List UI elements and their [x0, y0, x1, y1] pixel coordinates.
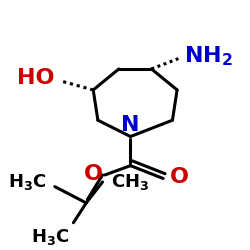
Text: $\mathbf{CH_3}$: $\mathbf{CH_3}$	[111, 172, 149, 192]
Text: O: O	[170, 167, 189, 187]
Text: $\mathbf{H_3C}$: $\mathbf{H_3C}$	[31, 228, 70, 248]
Text: HO: HO	[17, 68, 55, 88]
Text: $\mathbf{NH_2}$: $\mathbf{NH_2}$	[184, 44, 233, 68]
Text: $\mathbf{H_3C}$: $\mathbf{H_3C}$	[8, 172, 46, 192]
Text: O: O	[84, 164, 102, 184]
Text: N: N	[121, 115, 140, 135]
